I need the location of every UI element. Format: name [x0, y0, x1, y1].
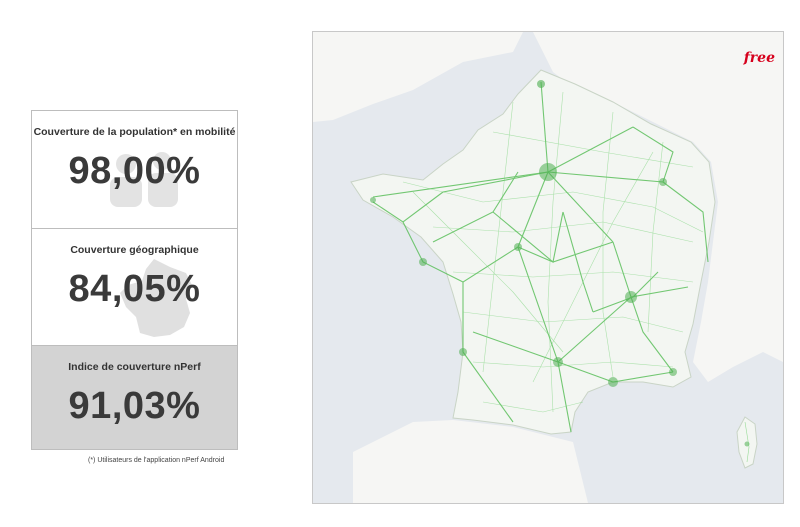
nperf-index-card: Indice de couverture nPerf 91,03% [32, 345, 237, 449]
population-coverage-value: 98,00% [68, 150, 201, 192]
map-canvas [313, 32, 783, 503]
geographic-coverage-card: Couverture géographique 84,05% [32, 228, 237, 345]
footnote: (*) Utilisateurs de l'application nPerf … [88, 457, 225, 464]
france-landmass [350, 69, 716, 435]
coverage-network-dense [402, 91, 704, 413]
coverage-map[interactable]: free [312, 31, 784, 504]
geographic-coverage-value: 84,05% [68, 268, 201, 310]
geographic-coverage-title: Couverture géographique [70, 244, 199, 256]
france-silhouette-icon [120, 259, 192, 337]
neighbor-land-east [533, 32, 783, 382]
people-icon [110, 152, 178, 207]
nperf-index-title: Indice de couverture nPerf [68, 361, 201, 373]
coverage-stats-panel: Couverture de la population* en mobilité… [31, 110, 238, 450]
spain-landmass [353, 420, 588, 503]
corsica-coverage [744, 421, 750, 463]
population-coverage-title: Couverture de la population* en mobilité [33, 126, 236, 138]
nperf-index-value: 91,03% [68, 385, 201, 427]
operator-logo: free [743, 50, 775, 66]
population-coverage-card: Couverture de la population* en mobilité… [32, 111, 237, 228]
uk-landmass [313, 32, 523, 122]
city-hotspots [370, 80, 750, 447]
